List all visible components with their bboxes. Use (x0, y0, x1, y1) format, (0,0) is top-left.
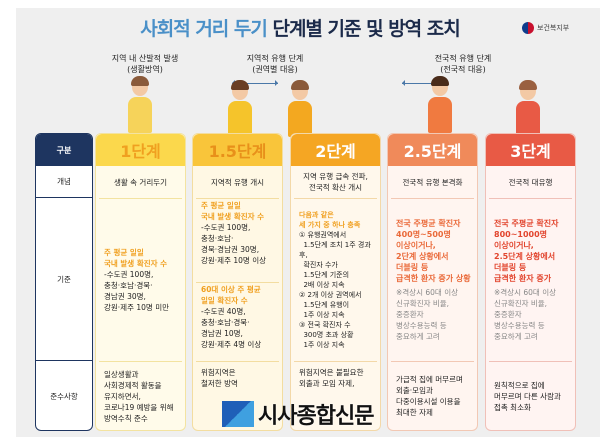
criteria-highlight: 주 평균 일일 국내 발생 확진자 수 (104, 248, 168, 268)
stage-concept: 생활 속 거리두기 (113, 177, 168, 187)
criteria-block: 전국 주평균 확진자 800~1000명 이상이거나, 2.5단계 상황에서 더블링 등… (486, 200, 575, 360)
criteria-text: -수도권 100명, 충청·호남·경북· 경남권 30명, 강원·제주 10명 미만 (104, 270, 169, 312)
divider (294, 361, 377, 362)
divider (489, 198, 572, 199)
divider (294, 198, 377, 199)
criteria-highlight: 전국 주평균 확진자 400명~500명 이상이거나, 2단계 상황에서 더블링 등 급격… (396, 219, 471, 283)
stage-concept: 지역적 유행 개시 (210, 177, 265, 187)
criteria-highlight: 전국 주평균 확진자 800~1000명 이상이거나, 2.5단계 상황에서 더블링 등… (494, 219, 559, 283)
criteria-block: 다음과 같은 세 가지 중 하나 충족 ① 유행권역에서 1.5단계 조치 1주 경… (291, 200, 380, 360)
divider (196, 361, 279, 362)
criteria-block: 전국 주평균 확진자 400명~500명 이상이거나, 2단계 상황에서 더블링 등 급격… (388, 200, 477, 360)
stage-rules: 가급적 집에 머무르며 외출·모임과 다중이용시설 이용을 최대한 자제 (396, 375, 463, 417)
person-illustration (128, 76, 152, 133)
criteria-text: -수도권 100명, 충청·호남· 경북·경남권 30명, 강원·제주 10명 이상 (201, 223, 266, 265)
criteria-highlight: 주 평균 일일 국내 발생 확진자 수 (201, 201, 265, 221)
caption-regional: 지역적 유행 단계 (권역별 대응) (246, 54, 304, 74)
caption-national: 전국적 유행 단계 (전국적 대응) (434, 54, 492, 74)
stage-column: 2.5단계 전국적 유행 본격화 전국 주평균 확진자 400명~500명 이상이거… (387, 133, 478, 431)
criteria-block: 60대 이상 주 평균 일일 확진자 수 -수도권 40명, 충청·호남·경북· 경남권… (193, 284, 282, 360)
criteria-text: ※격상시 60대 이상 신규확진자 비율, 중증환자 병상수용능력 등 중요하게 고려 (396, 288, 458, 341)
stage-header: 2.5단계 (388, 134, 477, 166)
row-labels-column: 구분 개념 기준 준수사항 (35, 133, 93, 431)
stage-column: 1.5단계 지역적 유행 개시 주 평균 일일 국내 발생 확진자 수 -수도권 1… (192, 133, 283, 431)
stage-rules: 일상생활과 사회경제적 활동을 유지하면서, 코로나19 예방을 위해 방역수칙 준수 (104, 369, 174, 423)
stage-concept: 전국적 유행 본격화 (402, 177, 463, 187)
caption-stage1: 지역 내 산발적 발생 (생활방역) (111, 54, 179, 74)
criteria-text: -수도권 40명, 충청·호남·경북· 경남권 10명, 강원·제주 4명 이상 (201, 307, 262, 349)
criteria-text: ① 유행권역에서 1.5단계 조치 1주 경과 후, 확진자 수가 1.5단계 … (299, 231, 371, 349)
taegeuk-icon (522, 22, 534, 34)
person-illustration (516, 80, 540, 137)
stage-rules: 위험지역은 철저한 방역 (201, 368, 238, 388)
stage-header: 3단계 (486, 134, 575, 166)
divider (99, 361, 182, 362)
stage-header: 1단계 (96, 134, 185, 166)
divider (391, 361, 474, 362)
stage-header: 2단계 (291, 134, 380, 166)
stage-column: 2단계 지역 유행 급속 전파, 전국적 확산 개시 다음과 같은 세 가지 중 하… (290, 133, 381, 431)
criteria-highlight: 다음과 같은 세 가지 중 하나 충족 (299, 211, 361, 229)
divider (391, 198, 474, 199)
watermark: 시사종합신문 (222, 398, 374, 430)
divider (489, 361, 572, 362)
stage-rules: 원칙적으로 집에 머무르며 다른 사람과 접촉 최소화 (494, 380, 561, 412)
stage-header: 1.5단계 (193, 134, 282, 166)
stage-concept: 지역 유행 급속 전파, 전국적 확산 개시 (303, 172, 368, 192)
stage-concept: 전국적 대유행 (508, 177, 553, 187)
divider (99, 198, 182, 199)
stage-rules: 위험지역은 불필요한 외출과 모임 자제, (299, 368, 364, 388)
divider (196, 282, 279, 283)
person-illustration (428, 76, 452, 133)
criteria-text: ※격상시 60대 이상 신규확진자 비율, 중증환자 병상수용능력 등 중요하게 고려 (494, 288, 556, 341)
stage-column: 1단계 생활 속 거리두기 주 평균 일일 국내 발생 확진자 수 -수도권 100… (95, 133, 186, 431)
page-title: 사회적 거리 두기 단계별 기준 및 방역 조치 (140, 18, 460, 40)
criteria-highlight: 60대 이상 주 평균 일일 확진자 수 (201, 285, 261, 305)
stage-column: 3단계 전국적 대유행 전국 주평균 확진자 800~1000명 이상이거나, 2.5… (485, 133, 576, 431)
person-illustration (228, 80, 252, 137)
newspaper-logo-icon (222, 401, 254, 427)
person-illustration (288, 80, 312, 137)
ministry-logo: 보건복지부 (522, 22, 569, 34)
divider (196, 198, 279, 199)
